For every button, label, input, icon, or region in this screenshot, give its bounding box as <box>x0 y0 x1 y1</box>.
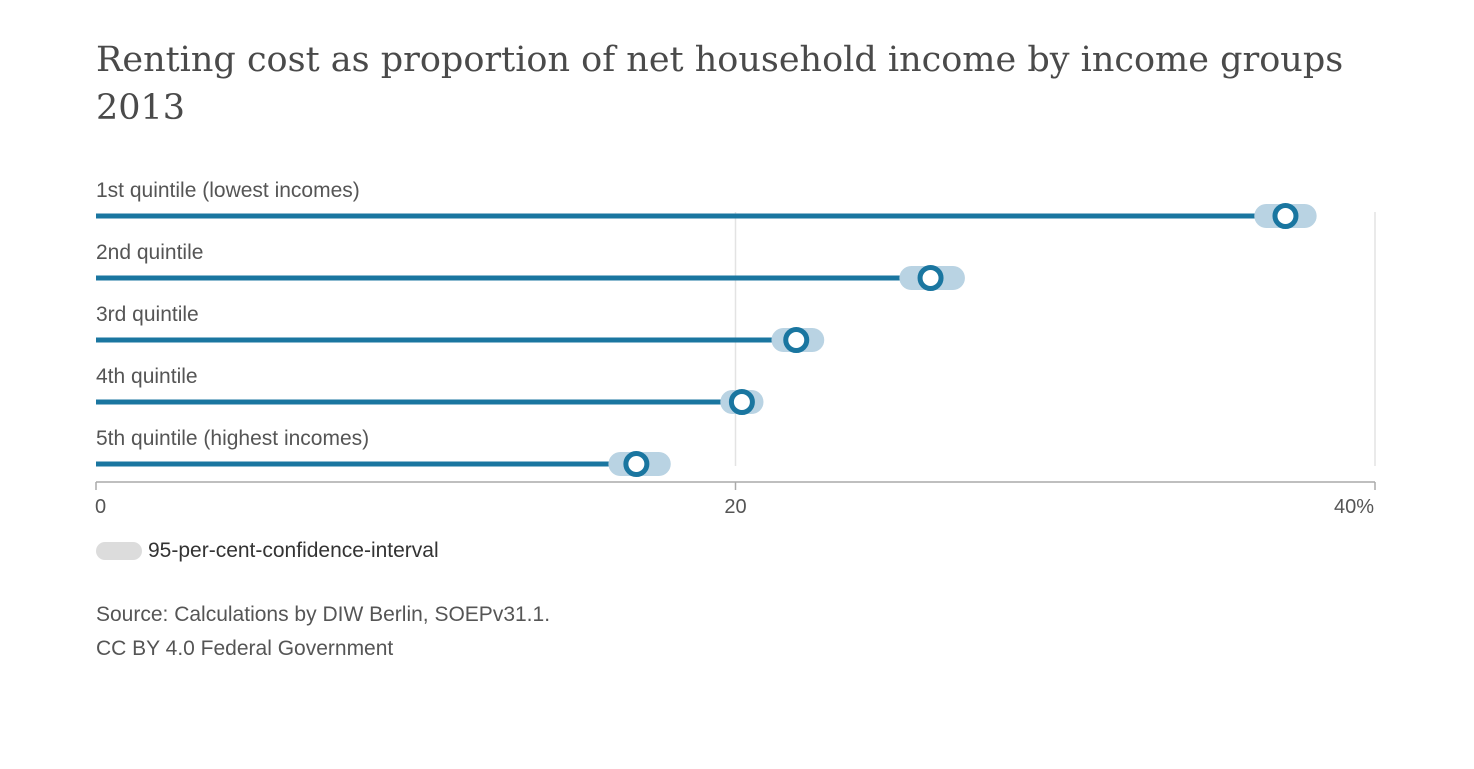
x-tick-label-40: 40% <box>1334 496 1374 518</box>
x-axis: 0 20 40% <box>95 481 1376 518</box>
point-marker-4 <box>728 389 755 415</box>
category-label-5: 5th quintile (highest incomes) <box>96 427 369 450</box>
source-text: Source: Calculations by DIW Berlin, SOEP… <box>96 603 551 626</box>
legend: 95-per-cent-confidence-interval <box>96 538 439 564</box>
legend-label: 95-per-cent-confidence-interval <box>148 539 439 562</box>
x-tick-label-0: 0 <box>95 496 106 518</box>
category-label-1: 1st quintile (lowest incomes) <box>96 179 360 202</box>
chart-title: Renting cost as proportion of net househ… <box>96 36 1396 132</box>
bar-layer <box>96 203 1317 477</box>
chart-title-line-2: 2013 <box>96 88 186 128</box>
source-note: Source: Calculations by DIW Berlin, SOEP… <box>96 598 550 666</box>
category-label-3: 3rd quintile <box>96 303 199 326</box>
category-label-4: 4th quintile <box>96 365 198 388</box>
point-marker-5 <box>623 451 650 477</box>
x-tick-label-20: 20 <box>724 496 746 518</box>
license-text: CC BY 4.0 Federal Government <box>96 637 394 660</box>
category-label-2: 2nd quintile <box>96 241 203 264</box>
confidence-interval-swatch <box>96 542 142 560</box>
point-marker-2 <box>917 265 944 291</box>
category-label-layer: 1st quintile (lowest incomes) 2nd quintil… <box>96 179 369 450</box>
grid-layer <box>734 212 1376 466</box>
chart-title-line-1: Renting cost as proportion of net househ… <box>96 40 1344 80</box>
point-marker-3 <box>783 327 810 353</box>
dot-chart: 1st quintile (lowest incomes) 2nd quintil… <box>95 179 1376 518</box>
point-marker-1 <box>1272 203 1299 229</box>
